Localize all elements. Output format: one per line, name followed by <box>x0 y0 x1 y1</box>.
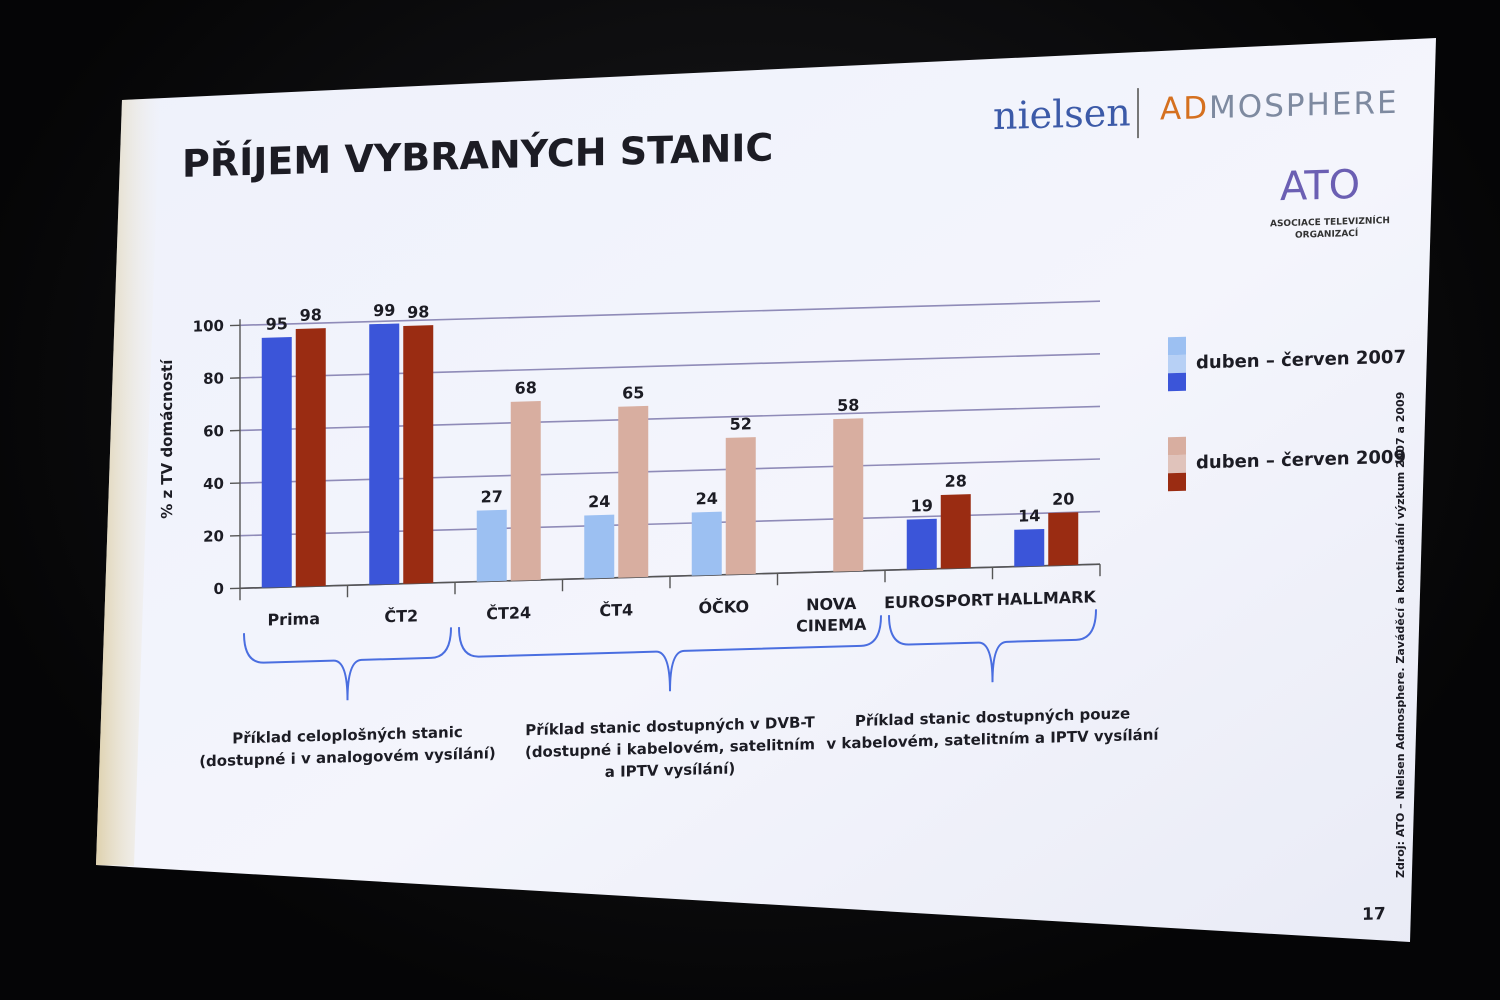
bar-2007 <box>476 509 507 582</box>
legend-swatch-bottom <box>1168 472 1186 492</box>
y-tick-label: 80 <box>203 369 224 388</box>
category-label: CINEMA <box>796 615 867 636</box>
admosphere-logo-ad: AD <box>1160 90 1209 127</box>
ato-logo: ATO <box>1280 162 1360 210</box>
category-label: EUROSPORT <box>884 590 993 612</box>
group-caption-line: a IPTV vysílání) <box>605 759 736 781</box>
data-label: 98 <box>300 305 322 325</box>
category-label: ČT2 <box>384 606 418 626</box>
bar-2007 <box>691 511 722 576</box>
legend-swatch-mid <box>1168 454 1186 474</box>
bar-2009 <box>833 418 864 572</box>
data-label: 68 <box>515 378 537 398</box>
legend-swatch-top <box>1168 436 1186 456</box>
bar-2009 <box>1048 512 1079 566</box>
data-label: 19 <box>911 496 933 516</box>
slide-surface <box>96 38 1436 942</box>
ato-logo-sub2: ORGANIZACÍ <box>1295 227 1359 241</box>
bar-chart: 0 20 40 60 80 100 % z TV domácností 95 98 Prima 99… <box>158 300 1101 636</box>
category-label: HALLMARK <box>997 587 1097 609</box>
bar-2007 <box>906 518 937 570</box>
bar-2009 <box>940 494 971 569</box>
category-label: NOVA <box>806 594 857 614</box>
y-tick-label: 0 <box>214 580 224 598</box>
legend-swatch-mid <box>1168 354 1186 374</box>
group-bracket <box>243 627 452 701</box>
data-label: 20 <box>1052 489 1074 509</box>
data-label: 14 <box>1018 506 1040 526</box>
source-note: Zdroj: ATO – Nielsen Admosphere. Zaváděc… <box>1394 392 1407 878</box>
bar-2009 <box>510 401 541 581</box>
data-label: 27 <box>481 487 503 507</box>
data-label: 99 <box>373 301 395 321</box>
nielsen-logo: nielsen <box>993 90 1131 138</box>
bar-2007 <box>261 336 292 588</box>
bar-2009 <box>403 325 434 584</box>
page-number: 17 <box>1362 904 1386 925</box>
category-label: Prima <box>267 609 320 629</box>
slide-ornament-border <box>96 98 160 866</box>
category-label: ÓČKO <box>698 597 749 617</box>
admosphere-logo: ADMOSPHERE <box>1160 85 1399 128</box>
legend-swatch-top <box>1168 336 1186 356</box>
data-label: 24 <box>588 492 610 512</box>
bar-2007 <box>369 323 400 585</box>
y-tick-label: 40 <box>203 475 224 494</box>
bar-2009 <box>295 328 326 587</box>
gridline <box>240 300 1100 327</box>
data-label: 95 <box>266 314 288 334</box>
data-label: 24 <box>696 489 718 509</box>
data-label: 65 <box>622 383 644 403</box>
data-label: 98 <box>407 302 429 322</box>
bar-2009 <box>618 405 649 578</box>
y-axis-label: % z TV domácností <box>158 359 176 520</box>
y-tick-label: 20 <box>203 527 224 546</box>
category-label: ČT24 <box>486 603 531 623</box>
bar-2009 <box>725 437 756 575</box>
y-tick-label: 100 <box>193 317 224 336</box>
group-bracket <box>458 615 882 692</box>
data-label: 52 <box>730 414 752 434</box>
bar-2007 <box>584 514 615 579</box>
data-label: 28 <box>945 471 967 491</box>
bar-2007 <box>1014 528 1045 567</box>
data-label: 58 <box>837 395 859 415</box>
legend-swatch-bottom <box>1168 372 1186 392</box>
admosphere-logo-rest: MOSPHERE <box>1209 85 1399 126</box>
y-tick-label: 60 <box>203 422 224 441</box>
ato-logo-sub1: ASOCIACE TELEVIZNÍCH <box>1270 214 1390 229</box>
category-label: ČT4 <box>599 600 633 620</box>
group-bracket <box>888 609 1097 683</box>
